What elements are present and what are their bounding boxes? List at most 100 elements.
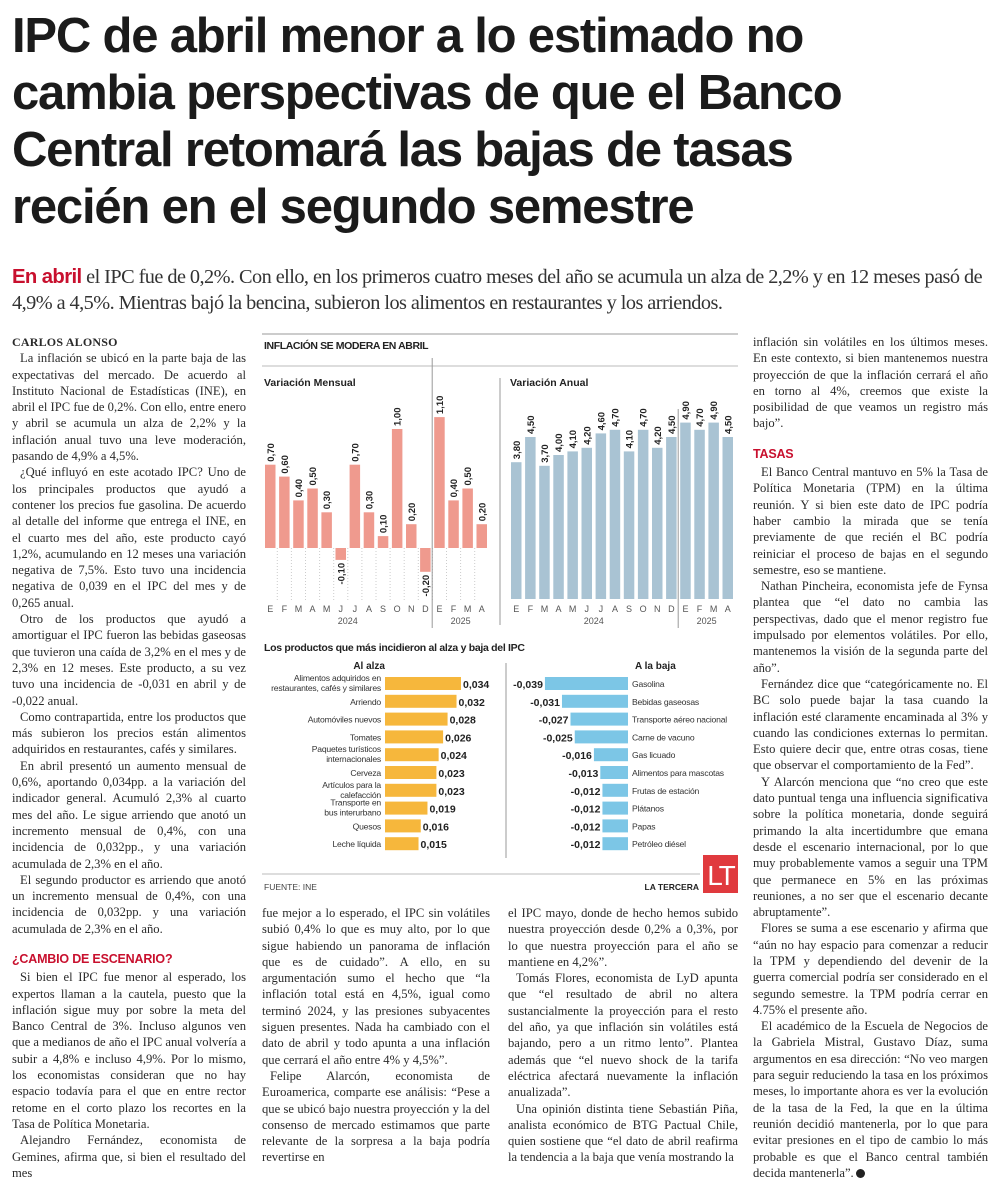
bar [652, 447, 663, 599]
data-label: 0,032 [459, 697, 485, 709]
data-label: 0,70 [350, 443, 361, 462]
article-column-1: CARLOS ALONSO La inflación se ubicó en l… [12, 334, 246, 1181]
bar [666, 437, 677, 599]
category-label: Transporte aéreo nacional [632, 715, 727, 725]
data-label: 3,80 [512, 441, 523, 460]
data-label: -0,027 [539, 715, 569, 727]
headline-line: IPC de abril menor a lo estimado no [12, 9, 804, 63]
month-label: A [310, 604, 316, 614]
source-note: FUENTE: INE [264, 882, 317, 892]
infographic: INFLACIÓN SE MODERA EN ABRIL Variación Me… [262, 333, 738, 893]
month-label: M [295, 604, 303, 614]
category-label: Paquetes turísticos [312, 744, 381, 754]
data-label: -0,20 [421, 575, 432, 597]
month-label: F [528, 604, 534, 614]
data-label: 4,00 [554, 434, 565, 453]
data-label: 0,10 [379, 515, 390, 534]
month-label: A [556, 604, 562, 614]
bar [385, 677, 461, 690]
bar [553, 455, 564, 599]
deck: En abril el IPC fue de 0,2%. Con ello, e… [12, 264, 992, 316]
month-label: E [436, 604, 442, 614]
chart-title: Variación Mensual [264, 377, 356, 389]
data-label: 4,10 [625, 430, 636, 449]
month-label: O [394, 604, 401, 614]
paragraph: ¿Qué influyó en este acotado IPC? Uno de… [12, 465, 246, 610]
month-label: O [640, 604, 647, 614]
paragraph: Felipe Alarcón, economista de Euroameric… [262, 1068, 490, 1165]
month-label: M [323, 604, 331, 614]
data-label: 0,026 [445, 732, 471, 744]
bar [567, 451, 578, 599]
article-column-3: el IPC mayo, donde de hecho hemos subido… [508, 905, 738, 1166]
bar [321, 512, 332, 548]
category-label: Tomates [350, 732, 381, 742]
month-label: J [339, 604, 344, 614]
paragraph: Flores se suma a ese escenario y afirma … [753, 921, 988, 1017]
bar [602, 819, 628, 833]
paragraphs: Si bien el IPC fue menor al esperado, lo… [12, 969, 246, 1181]
bar [265, 464, 276, 548]
data-label: -0,039 [513, 679, 543, 691]
bar [609, 429, 621, 599]
category-label: Cerveza [350, 768, 381, 778]
category-label: Transporte en [330, 798, 381, 808]
bar [377, 536, 389, 548]
paragraph: el IPC mayo, donde de hecho hemos subido… [508, 906, 738, 969]
bar [391, 429, 403, 548]
paragraph: Alejandro Fernández, economista de Gemin… [12, 1133, 246, 1180]
bar [434, 417, 445, 548]
month-label: D [668, 604, 675, 614]
month-label: F [697, 604, 703, 614]
bar [448, 500, 459, 548]
category-label: internacionales [326, 754, 381, 764]
category-label: Carne de vacuno [632, 732, 695, 742]
bar [307, 488, 318, 548]
category-label: Arriendo [350, 697, 381, 707]
paragraphs: el IPC mayo, donde de hecho hemos subido… [508, 905, 738, 1166]
bar [525, 437, 536, 599]
paragraphs: El Banco Central mantuvo en 5% la Tasa d… [753, 464, 988, 1181]
month-label: A [612, 604, 618, 614]
bar [561, 694, 628, 708]
bar [385, 712, 448, 726]
data-label: -0,10 [336, 563, 347, 585]
data-label: 4,90 [681, 401, 692, 420]
data-label: 0,023 [438, 768, 464, 780]
month-label: N [654, 604, 661, 614]
category-label: Gasolina [632, 679, 665, 689]
data-label: 4,20 [582, 426, 593, 445]
data-label: 4,10 [568, 430, 579, 449]
month-label: S [380, 604, 386, 614]
data-label: 0,70 [266, 443, 277, 462]
bar [476, 524, 487, 548]
category-label: Artículos para la [322, 780, 381, 790]
data-label: 0,016 [423, 821, 449, 833]
bar [708, 422, 719, 599]
data-label: -0,012 [571, 839, 601, 851]
data-label: 4,20 [653, 426, 664, 445]
data-label: 0,50 [463, 467, 474, 486]
paragraphs: La inflación se ubicó en la parte baja d… [12, 350, 246, 937]
logo-text: LT [707, 860, 735, 891]
month-label: N [408, 604, 415, 614]
paragraph: El segundo productor es arriendo que ano… [12, 872, 246, 936]
data-label: 0,019 [429, 804, 455, 816]
headline-line: cambia perspectivas de que el Banco [12, 66, 843, 120]
headline-line: Central retomará las bajas de tasas [12, 123, 794, 177]
bar [602, 801, 628, 815]
bar [680, 422, 691, 599]
paragraph: La inflación se ubicó en la parte baja d… [12, 351, 246, 464]
data-label: 0,034 [463, 679, 489, 691]
bar [602, 783, 628, 797]
bar [694, 429, 705, 599]
month-label: E [513, 604, 519, 614]
bar [293, 500, 304, 548]
paragraph: Tomás Flores, economista de LyD apunta q… [508, 971, 738, 1100]
category-label: Gas licuado [632, 750, 676, 760]
category-label: Alimentos para mascotas [632, 768, 724, 778]
bar [595, 433, 607, 599]
data-label: -0,016 [562, 750, 592, 762]
data-label: 0,015 [421, 839, 447, 851]
paragraph: Una opinión distinta tiene Sebastián Piñ… [508, 1101, 738, 1165]
